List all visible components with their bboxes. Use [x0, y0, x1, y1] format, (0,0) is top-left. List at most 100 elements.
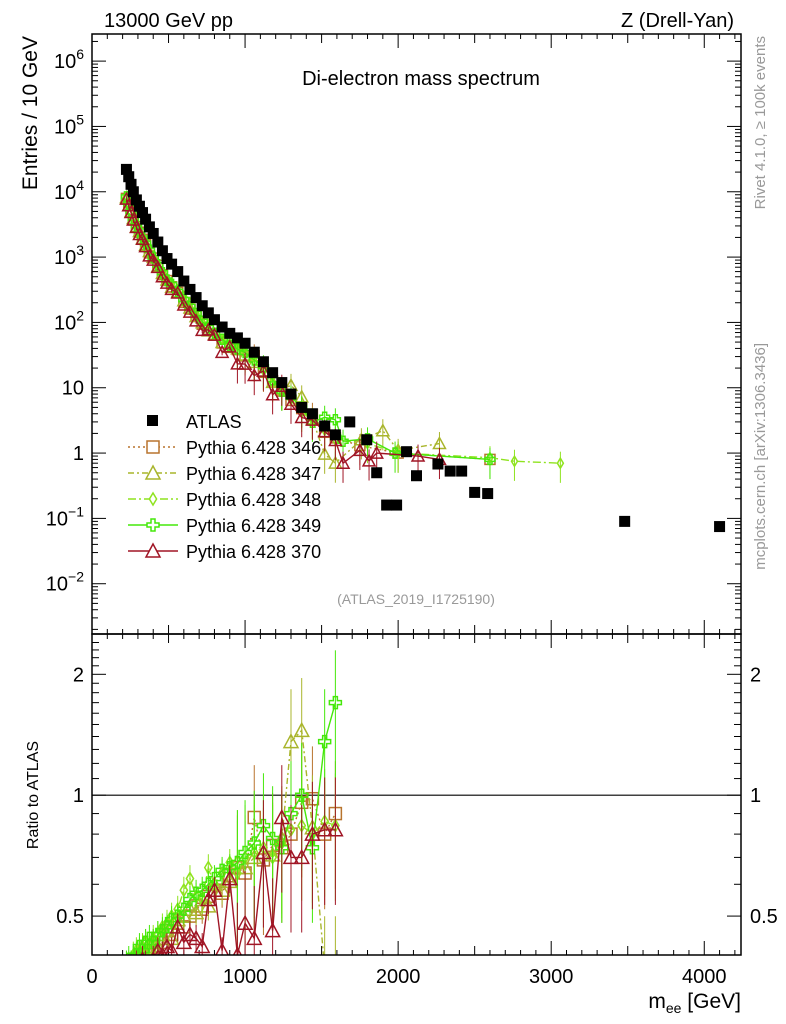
ratio-point — [318, 962, 332, 975]
atlas-point — [411, 470, 422, 482]
x-tick-label: 2000 — [376, 966, 421, 988]
mc-point — [265, 387, 280, 401]
ratio-point — [223, 860, 237, 875]
mc-point — [196, 315, 208, 327]
ratio-point — [293, 721, 310, 738]
ratio-point — [236, 914, 254, 930]
header-right: Z (Drell-Yan) — [621, 10, 734, 32]
ratio-point — [120, 958, 132, 970]
ratio-y-tick-label: 2 — [73, 664, 84, 686]
ratio-y-tick-label: 1 — [750, 785, 761, 807]
ratio-point — [293, 848, 310, 865]
ratio-y-tick-label: 1 — [73, 785, 84, 807]
atlas-point — [140, 213, 152, 225]
ratio-point — [123, 958, 130, 970]
mc-point — [182, 304, 198, 318]
mc-point — [129, 219, 144, 234]
main-panel-marks — [119, 163, 726, 533]
ratio-point — [189, 886, 203, 900]
x-tick-label: 0 — [86, 966, 97, 988]
x-axis-label: mee [GeV] — [648, 990, 741, 1016]
mc-point — [237, 356, 253, 370]
atlas-point — [306, 408, 318, 420]
atlas-point — [361, 434, 373, 446]
mc-point — [389, 447, 401, 459]
ratio-point — [175, 933, 193, 950]
mc-point — [248, 354, 260, 366]
atlas-point — [371, 467, 383, 479]
mc-point — [361, 453, 377, 467]
mc-point — [305, 412, 320, 426]
mc-point — [484, 453, 496, 466]
atlas-point — [319, 420, 331, 432]
atlas-point — [196, 300, 208, 312]
y-tick-label: 106 — [54, 46, 84, 73]
legend-label: Pythia 6.428 349 — [186, 516, 321, 536]
ratio-y-tick-label: 0.5 — [750, 906, 778, 928]
atlas-point — [216, 321, 228, 333]
ratio-point — [256, 818, 271, 833]
atlas-point — [143, 221, 155, 233]
ratio-point — [164, 942, 179, 955]
ratio-point — [265, 831, 280, 846]
x-tick-label: 1000 — [223, 966, 268, 988]
ratio-point — [195, 883, 209, 897]
mc-point — [170, 285, 185, 299]
ratio-panel-marks — [92, 650, 741, 975]
legend: ATLAS Pythia 6.428 346 Pythia 6.428 347 Pyt… — [128, 412, 321, 562]
atlas-point — [619, 515, 631, 527]
legend-marker — [144, 464, 162, 480]
mc-point — [556, 456, 565, 470]
atlas-point — [482, 488, 494, 500]
x-tick-label: 3000 — [529, 966, 574, 988]
atlas-point — [329, 429, 341, 441]
ratio-point — [124, 962, 138, 975]
ratio-point — [183, 892, 197, 907]
atlas-point — [231, 332, 243, 344]
mc-point — [155, 269, 170, 283]
ratio-point — [221, 869, 239, 886]
mc-point — [239, 346, 251, 359]
atlas-point — [125, 178, 137, 190]
mc-point — [328, 455, 343, 469]
legend-label: Pythia 6.428 370 — [186, 542, 321, 562]
mc-point — [329, 414, 342, 426]
ratio-point — [275, 840, 289, 855]
ratio-point — [284, 806, 298, 821]
atlas-point — [432, 458, 444, 470]
atlas-point — [166, 258, 178, 270]
atlas-point — [285, 388, 297, 400]
atlas-point — [161, 253, 173, 265]
atlas-point — [224, 327, 236, 339]
ratio-y-tick-label: 0.5 — [56, 906, 84, 928]
ratio-point — [177, 902, 191, 916]
y-tick-label: 104 — [54, 177, 84, 204]
ratio-point — [125, 958, 132, 970]
y-tick-label: 102 — [54, 307, 84, 334]
atlas-point — [152, 236, 164, 248]
atlas-point — [184, 283, 196, 295]
atlas-point — [133, 200, 145, 212]
mc-point — [176, 297, 192, 311]
ratio-point — [125, 958, 137, 970]
atlas-point — [156, 245, 168, 257]
ratio-point — [328, 962, 342, 975]
chart-title: Di-electron mass spectrum — [302, 68, 540, 90]
ratio-point — [327, 821, 344, 837]
ratio-point — [215, 942, 230, 955]
mc-point — [207, 327, 222, 341]
atlas-point — [469, 486, 481, 498]
ratio-point — [200, 890, 217, 907]
atlas-point — [391, 499, 403, 511]
mc-point — [150, 259, 166, 274]
atlas-point — [257, 356, 269, 368]
ratio-point — [245, 929, 263, 946]
atlas-point — [456, 465, 468, 477]
legend-marker — [146, 440, 160, 454]
mc-point — [230, 356, 245, 370]
mc-point — [256, 363, 271, 377]
mc-point — [283, 396, 299, 410]
mc-point — [317, 446, 332, 460]
ratio-point — [129, 957, 143, 970]
atlas-point — [344, 416, 356, 428]
